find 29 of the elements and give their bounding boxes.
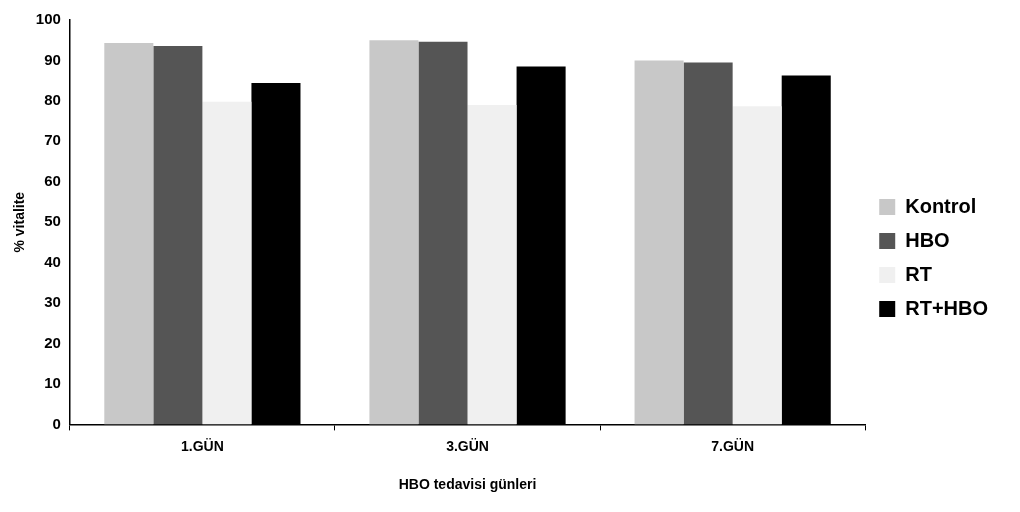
y-tick-label: 100 — [35, 10, 61, 28]
x-axis-title: HBO tedavisi günleri — [398, 476, 537, 493]
y-axis-title: % vitalite — [11, 191, 28, 253]
y-tick-label: 60 — [44, 171, 61, 189]
y-tick-label: 70 — [44, 131, 61, 149]
y-tick-label: 30 — [44, 293, 61, 311]
x-tick-label: 3.GÜN — [446, 437, 489, 454]
y-tick-label: 40 — [44, 252, 61, 270]
legend-label: Kontrol — [905, 194, 977, 217]
y-tick-label: 90 — [44, 50, 61, 68]
legend-label: HBO — [905, 228, 950, 251]
bar — [467, 104, 517, 425]
bar — [104, 43, 154, 425]
legend-label: RT — [905, 262, 932, 285]
bar — [683, 62, 733, 425]
y-tick-label: 20 — [44, 333, 61, 351]
bar — [732, 106, 782, 425]
bar — [369, 40, 419, 425]
legend-label: RT+HBO — [905, 296, 989, 319]
y-tick-label: 80 — [44, 91, 61, 109]
y-tick-label: 0 — [52, 414, 61, 432]
bar — [202, 101, 252, 425]
y-tick-label: 50 — [44, 212, 61, 230]
bar — [634, 60, 684, 425]
bar — [418, 41, 468, 425]
bar — [153, 45, 203, 425]
x-tick-label: 1.GÜN — [180, 437, 224, 454]
x-tick-label: 7.GÜN — [711, 437, 755, 454]
y-tick-label: 10 — [44, 374, 61, 392]
